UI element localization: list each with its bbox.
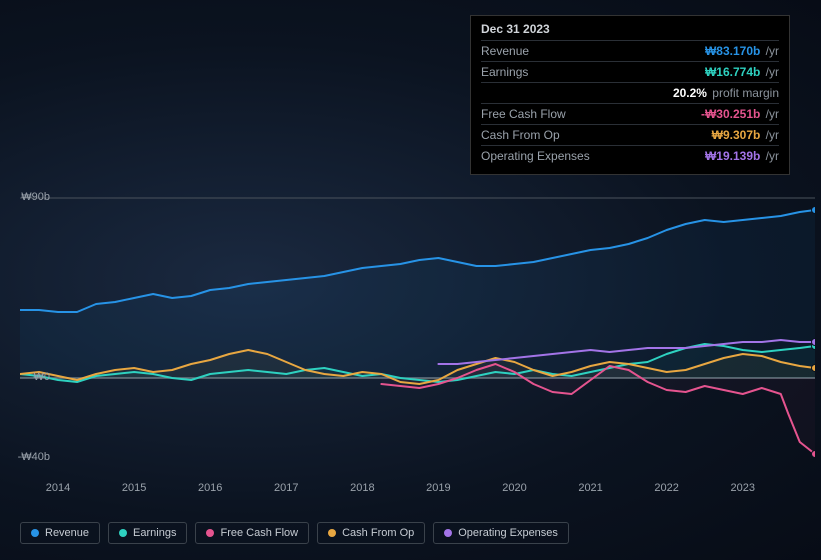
x-axis-labels: 2014 2015 2016 2017 2018 2019 2020 2021 2022 2023 <box>20 482 811 502</box>
x-axis-label: 2022 <box>654 482 678 494</box>
x-axis-label: 2014 <box>46 482 70 494</box>
x-axis-label: 2016 <box>198 482 222 494</box>
legend-dot <box>31 529 39 537</box>
x-axis-label: 2018 <box>350 482 374 494</box>
x-axis-label: 2015 <box>122 482 146 494</box>
x-axis-label: 2020 <box>502 482 526 494</box>
tooltip-row: Revenue ₩83.170b /yr <box>481 40 779 61</box>
line-chart <box>20 178 815 478</box>
legend-item-revenue[interactable]: Revenue <box>20 522 100 544</box>
x-axis-label: 2019 <box>426 482 450 494</box>
tooltip-row-label: Free Cash Flow <box>481 107 566 121</box>
tooltip-row-value: ₩16.774b /yr <box>705 65 779 79</box>
y-axis-label: ₩90b <box>0 191 50 203</box>
tooltip-row-value: ₩9.307b /yr <box>712 128 779 142</box>
tooltip-row-value: 20.2% profit margin <box>673 86 779 100</box>
tooltip-row: Operating Expenses ₩19.139b /yr <box>481 145 779 166</box>
tooltip-row-value: -₩30.251b /yr <box>701 107 779 121</box>
tooltip-row: 20.2% profit margin <box>481 82 779 103</box>
y-axis-label: ₩0 <box>0 371 50 383</box>
legend-item-opex[interactable]: Operating Expenses <box>433 522 569 544</box>
tooltip-row-value: ₩19.139b /yr <box>705 149 779 163</box>
legend-item-earnings[interactable]: Earnings <box>108 522 187 544</box>
tooltip-row-value: ₩83.170b /yr <box>705 44 779 58</box>
legend-label: Free Cash Flow <box>220 527 298 539</box>
tooltip-row: Earnings ₩16.774b /yr <box>481 61 779 82</box>
tooltip-row-label: Earnings <box>481 65 528 79</box>
legend-dot <box>444 529 452 537</box>
chart-tooltip: Dec 31 2023 Revenue ₩83.170b /yr Earnings ₩1… <box>470 15 790 175</box>
legend-dot <box>206 529 214 537</box>
legend-item-cfo[interactable]: Cash From Op <box>317 522 425 544</box>
tooltip-row-label: Cash From Op <box>481 128 560 142</box>
legend-label: Cash From Op <box>342 527 414 539</box>
x-axis-label: 2021 <box>578 482 602 494</box>
legend-label: Earnings <box>133 527 176 539</box>
legend-label: Revenue <box>45 527 89 539</box>
x-axis-label: 2023 <box>730 482 754 494</box>
y-axis-label: -₩40b <box>0 451 50 463</box>
x-axis-label: 2017 <box>274 482 298 494</box>
chart-legend: Revenue Earnings Free Cash Flow Cash From O… <box>20 522 569 544</box>
legend-label: Operating Expenses <box>458 527 558 539</box>
tooltip-row-label: Revenue <box>481 44 529 58</box>
tooltip-row: Free Cash Flow -₩30.251b /yr <box>481 103 779 124</box>
legend-dot <box>328 529 336 537</box>
legend-dot <box>119 529 127 537</box>
tooltip-row-label: Operating Expenses <box>481 149 590 163</box>
tooltip-row: Cash From Op ₩9.307b /yr <box>481 124 779 145</box>
legend-item-fcf[interactable]: Free Cash Flow <box>195 522 309 544</box>
tooltip-date: Dec 31 2023 <box>481 22 779 40</box>
